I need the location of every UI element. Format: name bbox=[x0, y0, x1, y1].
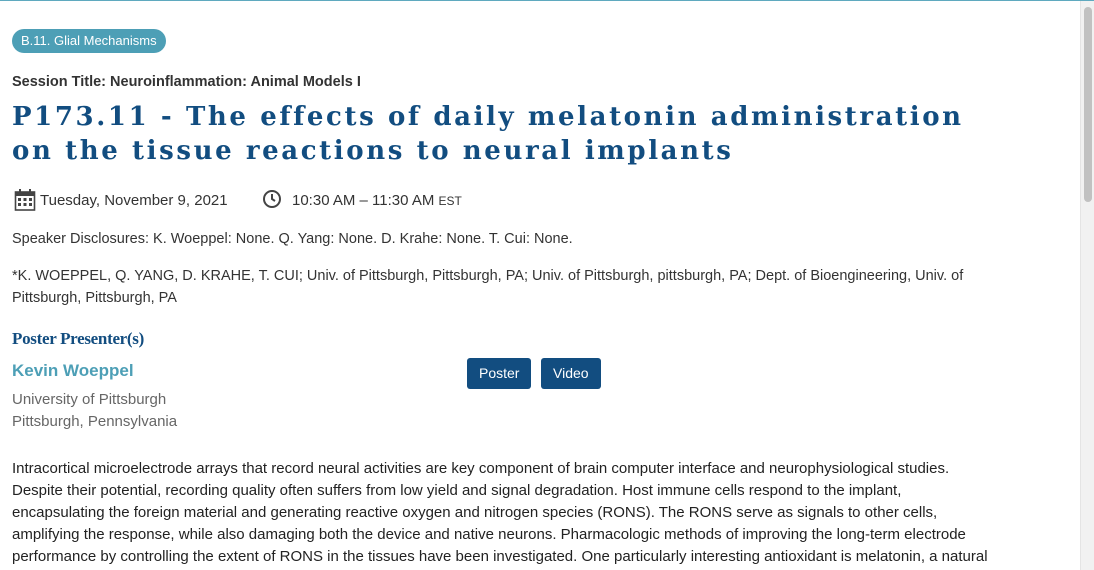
presenter-location: Pittsburgh, Pennsylvania bbox=[12, 413, 178, 430]
calendar-icon bbox=[14, 189, 36, 211]
authors: *K. WOEPPEL, Q. YANG, D. KRAHE, T. CUI; … bbox=[12, 268, 964, 284]
poster-title: P173.11 - The effects of daily melatonin… bbox=[12, 102, 964, 132]
abstract-line: amplifying the response, while also dama… bbox=[12, 526, 966, 543]
poster-button[interactable]: Poster bbox=[467, 358, 532, 389]
disclosures: Speaker Disclosures: K. Woeppel: None. Q… bbox=[12, 231, 573, 247]
abstract-line: encapsulating the foreign material and g… bbox=[12, 504, 938, 521]
presenter-heading: Poster Presenter(s) bbox=[12, 329, 144, 348]
clock-icon bbox=[263, 190, 281, 208]
abstract-line: performance by controlling the extent of… bbox=[12, 548, 988, 565]
video-button[interactable]: Video bbox=[541, 358, 601, 389]
category-tag[interactable]: B.11. Glial Mechanisms bbox=[12, 29, 166, 53]
time-range: 10:30 AM – 11:30 AM bbox=[292, 192, 435, 209]
date: Tuesday, November 9, 2021 bbox=[40, 192, 228, 209]
scrollbar-thumb[interactable] bbox=[1084, 7, 1092, 202]
time: 10:30 AM – 11:30 AM EST bbox=[292, 192, 462, 209]
abstract-line: Intracortical microelectrode arrays that… bbox=[12, 460, 950, 477]
presenter-affiliation: University of Pittsburgh bbox=[12, 391, 167, 408]
poster-title: on the tissue reactions to neural implan… bbox=[12, 136, 734, 166]
session-title: Session Title: Neuroinflammation: Animal… bbox=[12, 74, 361, 90]
presenter-name[interactable]: Kevin Woeppel bbox=[12, 361, 134, 380]
authors: Pittsburgh, Pittsburgh, PA bbox=[12, 290, 177, 306]
abstract-line: Despite their potential, recording quali… bbox=[12, 482, 902, 499]
timezone: EST bbox=[438, 194, 462, 208]
